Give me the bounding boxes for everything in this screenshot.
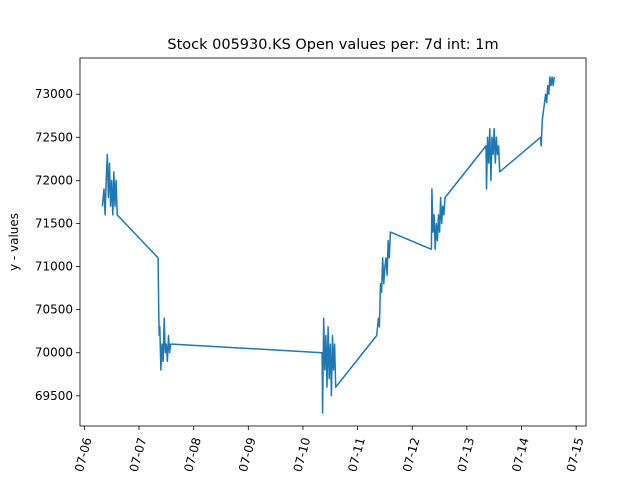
y-tick-label: 71000 [35, 260, 73, 274]
y-tick-label: 72000 [35, 173, 73, 187]
x-tick-label: 07-06 [72, 436, 95, 473]
x-tick-label: 07-07 [127, 436, 150, 473]
y-axis-label: y - values [7, 213, 21, 271]
x-tick-label: 07-14 [509, 436, 532, 473]
series-line-0 [102, 77, 554, 413]
y-tick-label: 72500 [35, 130, 73, 144]
x-tick-label: 07-08 [181, 436, 204, 473]
y-tick-label: 71500 [35, 216, 73, 230]
y-tick-label: 70000 [35, 346, 73, 360]
x-tick-label: 07-15 [564, 436, 587, 473]
x-tick-label: 07-10 [291, 436, 314, 473]
y-tick-label: 70500 [35, 303, 73, 317]
chart-title: Stock 005930.KS Open values per: 7d int:… [167, 37, 498, 53]
x-tick-label: 07-13 [455, 436, 478, 473]
x-tick-label: 07-12 [400, 436, 423, 473]
axes-frame [80, 58, 586, 426]
x-tick-label: 07-09 [236, 436, 259, 473]
y-tick-label: 73000 [35, 87, 73, 101]
y-tick-label: 69500 [35, 389, 73, 403]
x-tick-label: 07-11 [345, 436, 368, 473]
